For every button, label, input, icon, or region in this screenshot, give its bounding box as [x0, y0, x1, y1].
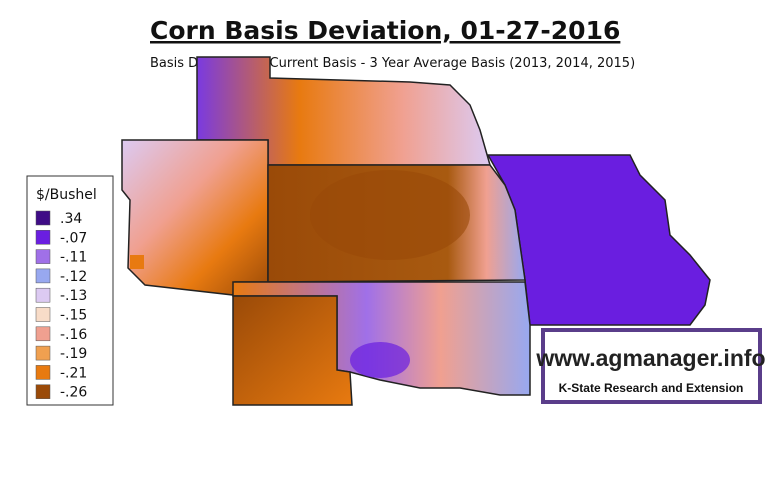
purple-zone	[350, 342, 410, 378]
legend-items: .34 -.07 -.11 -.12 -.13 -.15 -.16 -.19 -.21 -.26	[35, 210, 87, 401]
map-title: Corn Basis Deviation, 01-27-2016	[150, 16, 620, 45]
colorado	[121, 139, 269, 296]
legend-label: -.19	[60, 346, 87, 362]
legend-label: -.26	[60, 385, 87, 401]
legend-swatch	[35, 210, 51, 226]
orange-patch	[130, 255, 144, 269]
region-shapes	[121, 56, 711, 406]
legend-swatch	[35, 249, 51, 264]
legend-label: -.11	[60, 250, 87, 266]
texas-panhandle	[232, 295, 353, 406]
map-subtitle: Basis Deviation = Current Basis - 3 Year…	[150, 56, 635, 71]
legend-label: -.12	[60, 269, 87, 285]
legend-swatch	[35, 326, 51, 342]
legend-label: -.13	[60, 288, 87, 304]
legend-swatch	[35, 307, 51, 322]
legend-label: .34	[60, 211, 82, 227]
legend-swatch	[35, 384, 51, 399]
dark-zone	[310, 170, 470, 260]
logo-org: K-State Research and Extension	[559, 381, 744, 395]
legend-swatch	[35, 230, 51, 245]
logo-box	[541, 328, 762, 404]
legend-swatch	[35, 365, 51, 380]
legend-swatch	[35, 345, 51, 361]
logo-url: www.agmanager.info	[535, 345, 765, 371]
legend-label: -.07	[60, 230, 87, 246]
legend-title: $/Bushel	[36, 187, 97, 203]
legend-label: -.16	[60, 327, 87, 343]
legend-swatch	[35, 287, 51, 303]
legend-swatch	[35, 268, 51, 284]
legend-label: -.15	[60, 308, 87, 324]
legend-label: -.21	[60, 365, 87, 381]
